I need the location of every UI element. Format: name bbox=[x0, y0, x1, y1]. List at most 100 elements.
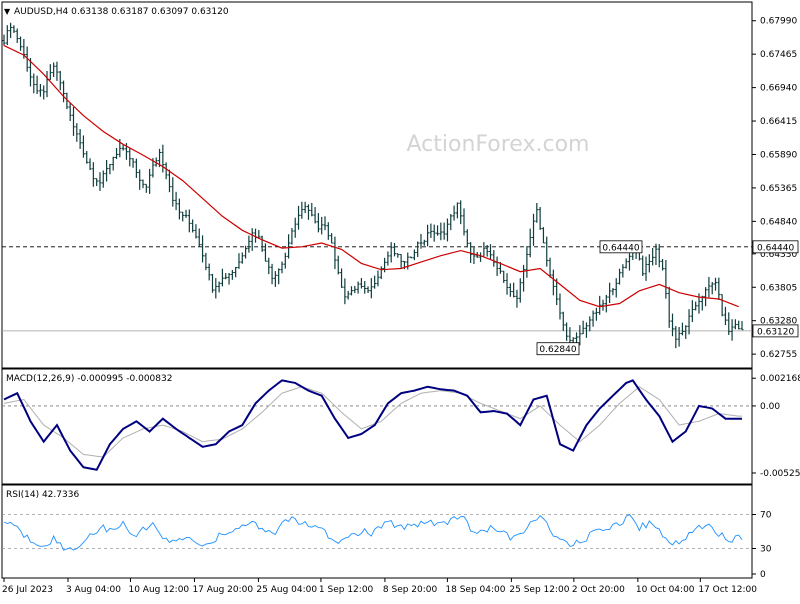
symbol-ohlc-label: AUDUSD,H4 0.63138 0.63187 0.63097 0.6312… bbox=[14, 7, 229, 17]
ohlc-bar bbox=[399, 253, 403, 269]
rsi-line bbox=[3, 513, 743, 551]
price-panel-frame bbox=[1, 1, 753, 369]
ohlc-bar bbox=[283, 252, 287, 269]
ohlc-bar bbox=[167, 169, 171, 193]
ohlc-bar bbox=[710, 282, 714, 295]
ohlc-bar bbox=[9, 22, 13, 38]
price-tick-label: 0.65365 bbox=[760, 184, 797, 194]
ohlc-bar bbox=[376, 270, 380, 287]
macd-tick-label: 0.002168 bbox=[760, 374, 800, 384]
price-annotation: 0.64440 bbox=[599, 240, 643, 253]
ohlc-bar bbox=[88, 158, 92, 171]
ohlc-bar bbox=[704, 287, 708, 307]
ohlc-bar bbox=[396, 253, 400, 258]
ohlc-bar bbox=[105, 159, 109, 182]
ohlc-bar bbox=[366, 286, 370, 294]
ohlc-bar bbox=[55, 61, 59, 81]
ohlc-bar bbox=[393, 242, 397, 257]
ohlc-bar bbox=[270, 263, 274, 285]
ohlc-bar bbox=[618, 268, 622, 285]
macd-panel-frame bbox=[1, 368, 753, 485]
ohlc-bar bbox=[717, 277, 721, 301]
time-tick-label: 8 Sep 20:00 bbox=[383, 585, 438, 595]
ohlc-bar bbox=[71, 106, 75, 136]
ohlc-bar bbox=[667, 286, 671, 328]
ohlc-bar bbox=[737, 320, 741, 330]
rsi-label: RSI(14) 42.7336 bbox=[6, 490, 79, 500]
ohlc-bar bbox=[353, 285, 357, 294]
price-tick-label: 0.63280 bbox=[760, 317, 797, 327]
ohlc-bar bbox=[386, 251, 390, 266]
ohlc-bar bbox=[19, 36, 23, 51]
price-tick-label: 0.66415 bbox=[760, 117, 797, 127]
ohlc-bar bbox=[333, 236, 337, 270]
ohlc-bar bbox=[545, 236, 549, 267]
ohlc-bar bbox=[320, 216, 324, 235]
ohlc-bar bbox=[515, 289, 519, 308]
time-tick-label: 1 Sep 12:00 bbox=[319, 585, 374, 595]
ohlc-bar bbox=[220, 268, 224, 287]
ohlc-bar bbox=[611, 288, 615, 296]
resistance-label: 0.64440 bbox=[757, 243, 794, 253]
ohlc-bar bbox=[128, 148, 132, 167]
ohlc-bar bbox=[714, 277, 718, 291]
ohlc-bar bbox=[227, 272, 231, 285]
ohlc-bar bbox=[740, 321, 744, 331]
ohlc-bar bbox=[627, 253, 631, 271]
current-price-badge: 0.63120 bbox=[752, 324, 799, 337]
ohlc-bar bbox=[525, 246, 529, 278]
ohlc-bar bbox=[171, 177, 175, 207]
ohlc-bar bbox=[575, 332, 579, 345]
ohlc-bar bbox=[379, 266, 383, 280]
ohlc-bar bbox=[657, 244, 661, 268]
time-tick-label: 25 Aug 04:00 bbox=[256, 585, 317, 595]
ohlc-bar bbox=[85, 150, 89, 164]
ohlc-bar bbox=[429, 223, 433, 238]
macd-label: MACD(12,26,9) -0.000995 -0.000832 bbox=[6, 374, 172, 384]
ohlc-bar bbox=[730, 319, 734, 341]
ohlc-bar bbox=[131, 158, 135, 168]
ohlc-bar bbox=[214, 278, 218, 299]
ohlc-bar bbox=[148, 168, 152, 194]
ohlc-bar bbox=[677, 326, 681, 347]
ohlc-bar bbox=[594, 307, 598, 321]
ohlc-bar bbox=[316, 213, 320, 233]
ohlc-bar bbox=[58, 70, 62, 91]
ohlc-bar bbox=[409, 256, 413, 259]
ohlc-bar bbox=[230, 269, 234, 280]
ohlc-bar bbox=[684, 325, 688, 339]
ohlc-bar bbox=[624, 258, 628, 269]
ohlc-bar bbox=[184, 209, 188, 218]
ohlc-bar bbox=[42, 85, 46, 100]
price-tick-label: 0.67990 bbox=[760, 17, 797, 27]
ohlc-bar bbox=[164, 162, 168, 180]
price-tick-label: 0.66940 bbox=[760, 84, 797, 94]
ohlc-bar bbox=[644, 256, 648, 281]
ohlc-bar bbox=[412, 249, 416, 261]
ohlc-bar bbox=[505, 273, 509, 295]
resistance-badge: 0.64440 bbox=[752, 240, 799, 253]
ohlc-bar bbox=[174, 191, 178, 211]
rsi-tick-label: 30 bbox=[760, 545, 772, 555]
rsi-panel-frame bbox=[1, 484, 753, 579]
ohlc-bar bbox=[492, 249, 496, 267]
price-tick-label: 0.64330 bbox=[760, 250, 797, 260]
ohlc-bar bbox=[277, 268, 281, 285]
ohlc-bar bbox=[247, 235, 251, 253]
ohlc-bar bbox=[654, 243, 658, 266]
ohlc-bar bbox=[664, 259, 668, 299]
ohlc-bar bbox=[141, 179, 145, 189]
header-caret[interactable]: ▼ bbox=[4, 7, 11, 16]
ohlc-bar bbox=[532, 213, 536, 246]
macd-layer bbox=[2, 379, 752, 471]
ohlc-bar bbox=[336, 255, 340, 275]
ohlc-bar bbox=[363, 281, 367, 294]
price-annotation: 0.62840 bbox=[536, 342, 580, 355]
ohlc-bar bbox=[81, 135, 85, 158]
ohlc-bar bbox=[700, 295, 704, 311]
ohlc-bar bbox=[349, 286, 353, 296]
time-tick-label: 10 Aug 12:00 bbox=[128, 585, 189, 595]
ohlc-bar bbox=[581, 320, 585, 335]
ohlc-bar bbox=[488, 244, 492, 260]
ohlc-bar bbox=[346, 290, 350, 300]
